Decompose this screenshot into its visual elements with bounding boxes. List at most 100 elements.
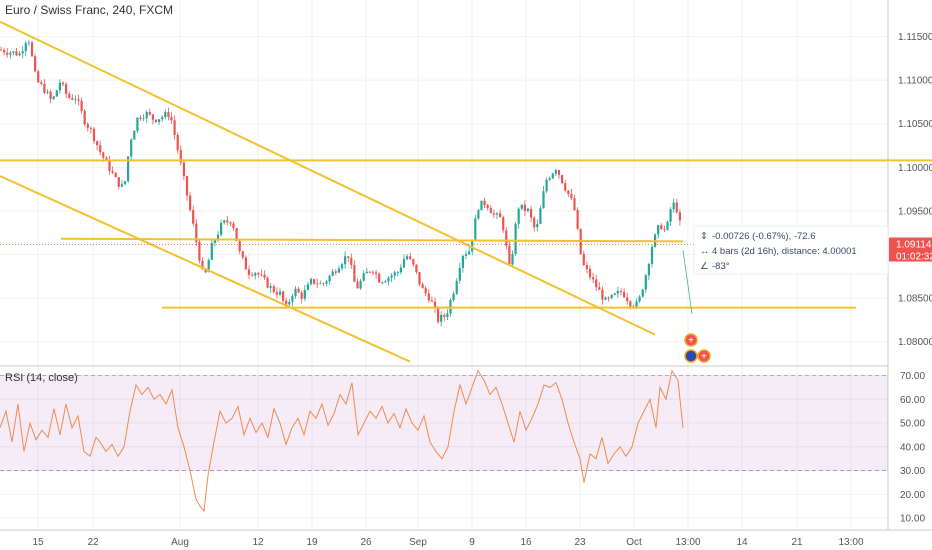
candle bbox=[30, 42, 34, 57]
price-axis[interactable]: 1.115001.110001.105001.100001.095001.090… bbox=[898, 32, 932, 348]
candle bbox=[356, 281, 359, 289]
candle bbox=[313, 279, 316, 284]
time-axis-label: Sep bbox=[409, 537, 427, 548]
candle bbox=[71, 97, 74, 100]
time-axis-label: 22 bbox=[87, 537, 99, 548]
candle bbox=[86, 124, 89, 128]
candle bbox=[80, 100, 83, 111]
add-alert-icon[interactable]: + bbox=[697, 349, 711, 363]
candle bbox=[133, 130, 136, 140]
measure-angle-icon: ∠ bbox=[700, 261, 709, 272]
candle bbox=[424, 288, 427, 294]
price-tag-countdown: 01:02:32 bbox=[896, 252, 932, 263]
candle bbox=[192, 209, 195, 224]
time-axis-label: Aug bbox=[171, 537, 189, 548]
candle bbox=[257, 273, 260, 275]
candle bbox=[272, 286, 275, 293]
candle bbox=[375, 272, 378, 274]
time-axis[interactable]: 15 22 Aug 12 19 26 Sep 9 16 23 Oct 13:00 14 21 13:00 bbox=[32, 537, 864, 548]
candle bbox=[6, 52, 9, 55]
candle bbox=[440, 314, 443, 322]
candle bbox=[359, 280, 362, 289]
candle bbox=[241, 251, 244, 258]
candle bbox=[229, 222, 232, 224]
candle bbox=[220, 222, 223, 235]
price-axis-label: 1.10000 bbox=[898, 163, 932, 174]
rsi-axis[interactable]: 70.00 60.00 50.00 40.00 30.00 20.00 10.00 bbox=[900, 371, 925, 525]
candle bbox=[619, 291, 623, 292]
candle bbox=[173, 120, 176, 135]
candle bbox=[148, 111, 151, 115]
candle bbox=[585, 265, 588, 269]
trend-lines[interactable] bbox=[0, 20, 932, 363]
candle bbox=[492, 213, 495, 215]
candle bbox=[647, 264, 650, 276]
fxcm-logo-icon[interactable] bbox=[684, 349, 698, 363]
candle bbox=[89, 127, 92, 129]
time-axis-label: 12 bbox=[252, 537, 264, 548]
candle bbox=[288, 301, 291, 305]
candle bbox=[117, 177, 120, 187]
candle bbox=[18, 53, 21, 56]
candle bbox=[461, 255, 464, 268]
candles bbox=[0, 40, 681, 327]
candle bbox=[65, 84, 68, 94]
rsi-title: RSI (14, close) bbox=[5, 372, 78, 384]
candle bbox=[474, 218, 477, 241]
candle bbox=[362, 273, 365, 281]
candle bbox=[604, 297, 607, 300]
candle bbox=[641, 289, 644, 297]
candle bbox=[49, 91, 52, 99]
svg-text:+: + bbox=[688, 336, 694, 347]
candle bbox=[650, 246, 654, 265]
add-alert-icon[interactable]: + bbox=[684, 333, 698, 347]
candle bbox=[9, 52, 12, 55]
candle bbox=[554, 170, 557, 174]
candle bbox=[96, 141, 99, 146]
price-axis-label: 1.10500 bbox=[898, 119, 932, 130]
candle bbox=[251, 274, 254, 276]
rsi-axis-label: 40.00 bbox=[900, 442, 925, 453]
candle bbox=[502, 217, 505, 231]
candle bbox=[61, 82, 65, 85]
candle bbox=[195, 223, 198, 242]
time-axis-label: 19 bbox=[306, 537, 318, 548]
candle bbox=[378, 273, 381, 283]
candle bbox=[151, 114, 154, 120]
candle bbox=[278, 291, 282, 295]
measure-tool[interactable]: ⇕ -0.00726 (-0.67%), -72.6 ↔ 4 bars (2d … bbox=[682, 225, 889, 315]
candle bbox=[601, 289, 604, 300]
candle bbox=[185, 176, 189, 196]
candle bbox=[145, 111, 148, 119]
trend-line bbox=[60, 237, 684, 243]
measure-box bbox=[693, 225, 889, 275]
rsi-band-fill bbox=[0, 375, 888, 471]
candle bbox=[46, 91, 49, 93]
candle bbox=[130, 139, 133, 157]
candle bbox=[446, 313, 449, 318]
candle bbox=[266, 277, 269, 288]
candle bbox=[189, 195, 192, 210]
candle bbox=[260, 274, 263, 276]
candle bbox=[127, 156, 130, 182]
candle bbox=[598, 287, 601, 290]
candle bbox=[331, 271, 334, 276]
candle bbox=[176, 134, 179, 151]
rsi-axis-label: 10.00 bbox=[900, 514, 925, 525]
candle bbox=[672, 202, 675, 210]
candle bbox=[83, 110, 86, 125]
candle bbox=[334, 271, 337, 273]
candle bbox=[399, 267, 402, 273]
candle bbox=[120, 184, 123, 187]
candle bbox=[430, 300, 433, 302]
measure-line bbox=[682, 249, 693, 315]
candle bbox=[15, 51, 18, 56]
candle bbox=[297, 288, 300, 293]
trend-line bbox=[0, 175, 411, 363]
candle bbox=[437, 307, 440, 322]
candle bbox=[517, 208, 520, 224]
time-axis-label: 16 bbox=[520, 537, 532, 548]
candle bbox=[27, 42, 30, 44]
candle bbox=[396, 272, 399, 274]
